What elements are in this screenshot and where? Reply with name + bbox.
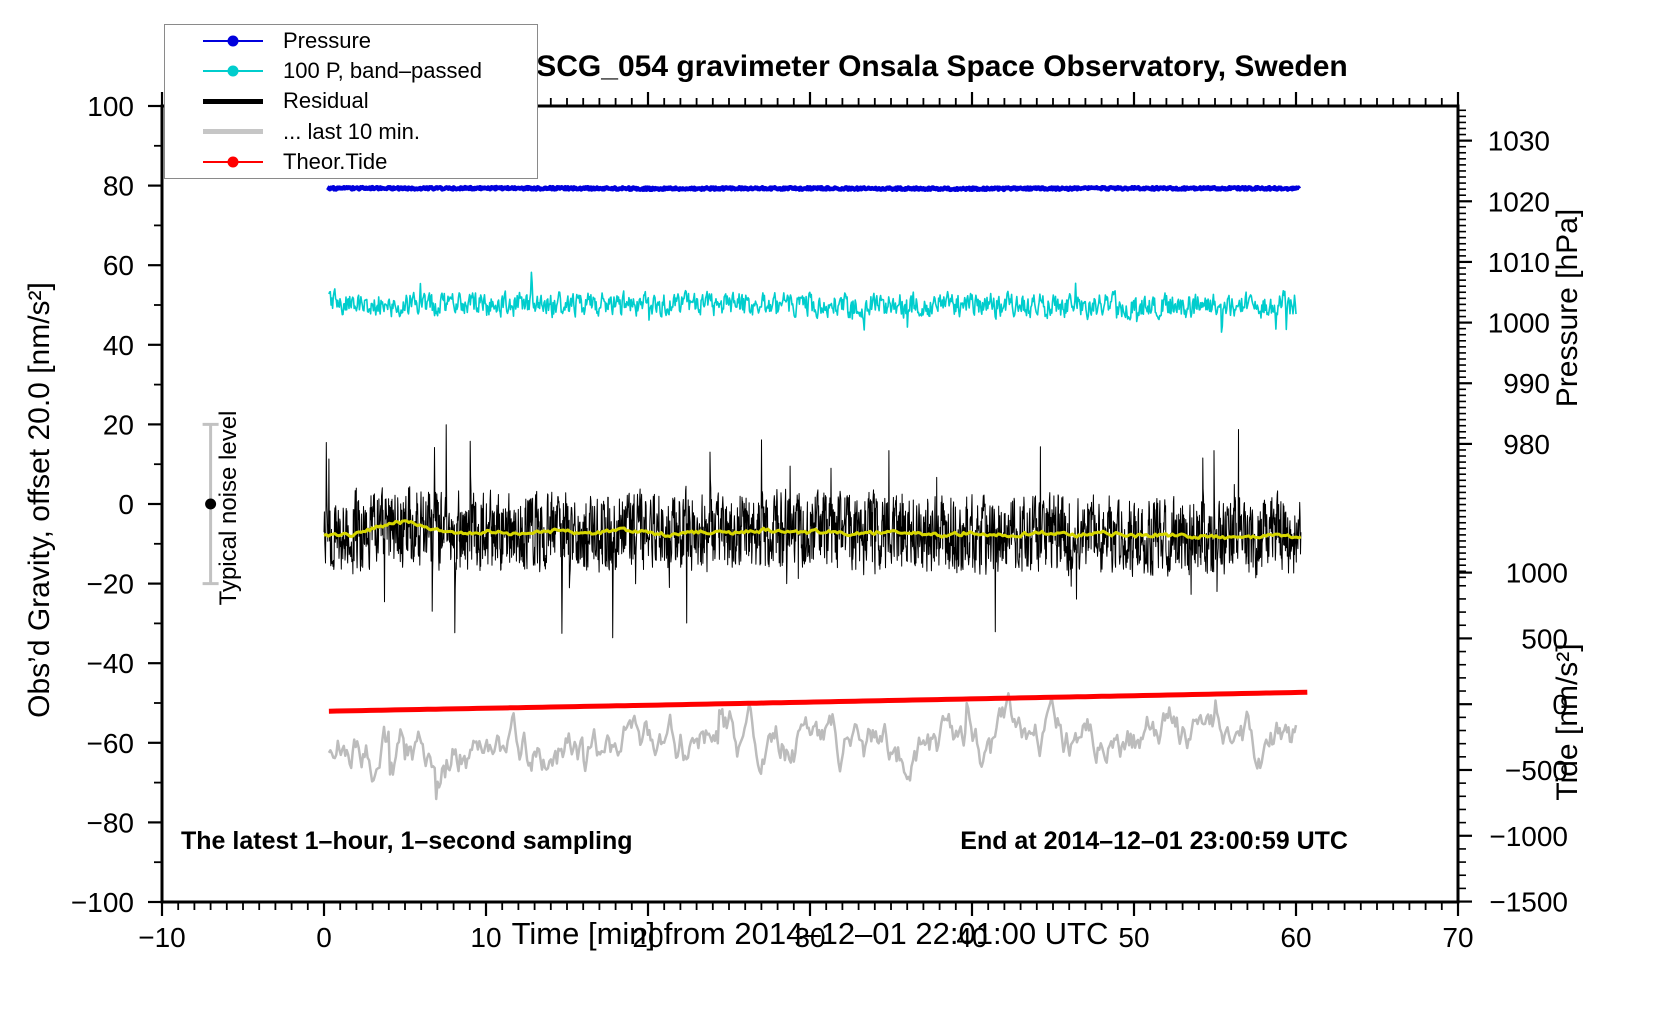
svg-text:−20: −20 xyxy=(87,569,135,600)
svg-text:−80: −80 xyxy=(87,807,135,838)
noise-marker-dot xyxy=(205,498,217,510)
sampling-annotation: The latest 1–hour, 1–second sampling xyxy=(181,827,633,855)
series-pressure xyxy=(325,184,1302,193)
tide-axis-ticks xyxy=(1458,571,1472,903)
svg-text:20: 20 xyxy=(632,922,663,953)
x-axis-ticks xyxy=(160,92,1460,916)
legend-line-sample xyxy=(203,65,263,77)
legend-item: ... last 10 min. xyxy=(165,117,537,146)
legend-item-label: Residual xyxy=(283,88,369,114)
end-time-annotation: End at 2014–12–01 23:00:59 UTC xyxy=(960,827,1348,855)
gravity-axis-tick-labels: 100 80 60 40 20 0 −20 −40 −60 −80 −100 xyxy=(71,91,134,918)
series-residual-smooth xyxy=(323,519,1302,541)
legend-dot xyxy=(227,156,239,168)
legend-item: Theor.Tide xyxy=(165,148,537,177)
legend-dot xyxy=(227,65,239,77)
svg-text:40: 40 xyxy=(956,922,987,953)
legend-item: 100 P, band–passed xyxy=(165,57,537,86)
svg-text:−60: −60 xyxy=(87,728,135,759)
legend-line xyxy=(203,129,263,135)
legend-item-label: Theor.Tide xyxy=(283,149,388,175)
svg-text:80: 80 xyxy=(103,171,134,202)
y-axis-label-tide: Tide [nm/s²] xyxy=(1551,643,1584,801)
series-residual xyxy=(323,424,1302,639)
svg-text:−1500: −1500 xyxy=(1489,887,1568,918)
svg-text:60: 60 xyxy=(103,250,134,281)
pressure-axis-ticks xyxy=(1458,109,1472,579)
svg-text:40: 40 xyxy=(103,330,134,361)
svg-text:1010: 1010 xyxy=(1488,247,1550,278)
plot-title: SCG_054 gravimeter Onsala Space Observat… xyxy=(536,50,1348,83)
typical-noise-marker xyxy=(202,422,219,586)
legend-line xyxy=(203,98,263,104)
svg-text:1000: 1000 xyxy=(1488,308,1550,339)
x-axis-label: Time [min] from 2014–12–01 22:01:00 UTC xyxy=(511,916,1109,951)
svg-text:70: 70 xyxy=(1442,922,1473,953)
svg-text:980: 980 xyxy=(1503,429,1550,460)
legend-line-sample xyxy=(203,129,263,135)
legend: Pressure 100 P, band–passed Residual ... la… xyxy=(164,24,538,179)
legend-item: Residual xyxy=(165,87,537,116)
svg-text:−1000: −1000 xyxy=(1489,821,1568,852)
svg-text:60: 60 xyxy=(1280,922,1311,953)
tide-axis-tick-labels: 1000 500 0 −500 −1000 −1500 xyxy=(1489,558,1568,918)
legend-dot xyxy=(227,35,239,47)
legend-item: Pressure xyxy=(165,26,537,55)
svg-text:−100: −100 xyxy=(71,887,134,918)
legend-line-sample xyxy=(203,156,263,168)
legend-item-label: ... last 10 min. xyxy=(283,118,420,144)
legend-item-label: 100 P, band–passed xyxy=(283,58,482,84)
svg-text:30: 30 xyxy=(794,922,825,953)
svg-text:10: 10 xyxy=(470,922,501,953)
legend-line-sample xyxy=(203,98,263,104)
gravity-axis-ticks xyxy=(148,104,162,904)
svg-text:500: 500 xyxy=(1521,623,1568,654)
svg-text:0: 0 xyxy=(316,922,332,953)
svg-text:−10: −10 xyxy=(138,922,186,953)
svg-text:100: 100 xyxy=(87,91,134,122)
svg-text:0: 0 xyxy=(118,489,134,520)
y-axis-label-pressure: Pressure [hPa] xyxy=(1551,208,1584,408)
legend-line-sample xyxy=(203,35,263,47)
svg-text:50: 50 xyxy=(1118,922,1149,953)
svg-text:990: 990 xyxy=(1503,368,1550,399)
svg-text:1020: 1020 xyxy=(1488,186,1550,217)
svg-text:1030: 1030 xyxy=(1488,126,1550,157)
svg-text:−500: −500 xyxy=(1505,755,1568,786)
series-theor-tide xyxy=(328,689,1308,714)
noise-level-label: Typical noise level xyxy=(215,410,242,606)
legend-item-label: Pressure xyxy=(283,27,372,53)
svg-text:1000: 1000 xyxy=(1506,558,1568,589)
series-last-10-min xyxy=(327,692,1298,801)
svg-text:−40: −40 xyxy=(87,648,135,679)
series-bandpassed xyxy=(328,271,1297,333)
x-axis-tick-labels: −10 0 10 20 30 40 50 60 70 xyxy=(138,922,1473,953)
svg-text:0: 0 xyxy=(1552,689,1568,720)
svg-text:20: 20 xyxy=(103,409,134,440)
pressure-axis-tick-labels: 1030 1020 1010 1000 990 980 xyxy=(1488,126,1550,460)
y-axis-label-gravity: Obs’d Gravity, offset 20.0 [nm/s²] xyxy=(23,282,56,718)
